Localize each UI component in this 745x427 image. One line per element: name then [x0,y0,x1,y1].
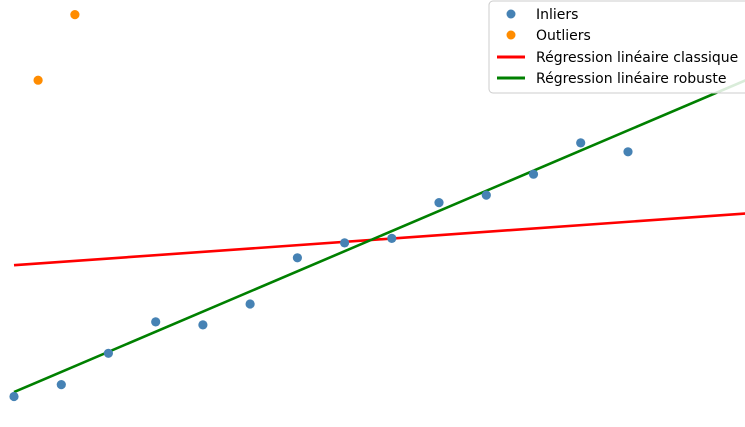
legend-robust-regression-label: Régression linéaire robuste [536,71,726,87]
inliers-point [528,169,539,179]
inliers-point [387,233,397,243]
outliers-point [70,10,80,20]
outliers-point [33,75,43,85]
inliers-point [245,299,255,309]
inliers-point [56,380,66,390]
legend-classic-regression-label: Régression linéaire classique [536,50,738,66]
inliers-point [434,198,444,208]
legend: Inliers Outliers Régression linéaire cla… [488,0,745,94]
legend-outliers-marker [506,30,516,40]
legend-inliers-label: Inliers [536,7,578,23]
inliers-point [9,391,19,402]
inliers-point [576,138,586,148]
legend-frame [488,0,745,94]
legend-inliers-marker [506,9,516,19]
inliers-point [340,238,350,248]
legend-outliers-label: Outliers [536,28,591,44]
regression-lineaire-robuste-line [13,79,745,394]
plot-area [9,10,745,402]
inliers-point [151,317,161,327]
inliers-point [623,147,633,157]
inliers-point [292,253,302,263]
regression-lineaire-classique-line [13,212,745,267]
inliers-point [103,348,113,358]
inliers-point [198,320,208,330]
inliers-point [481,190,491,200]
